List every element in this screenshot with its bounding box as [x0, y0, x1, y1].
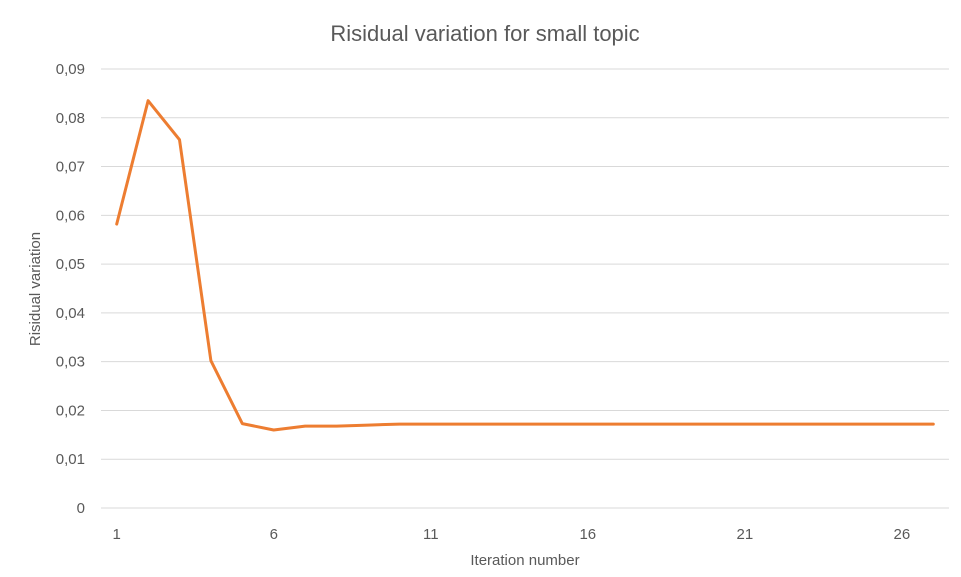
- y-tick-label: 0,05: [56, 256, 85, 273]
- y-tick-label: 0,04: [56, 305, 85, 322]
- y-tick-label: 0: [77, 500, 85, 517]
- x-tick-label: 21: [737, 526, 754, 543]
- x-axis-ticks: 1 6 11 16 21 26: [113, 526, 911, 543]
- x-tick-label: 1: [113, 526, 121, 543]
- x-tick-label: 16: [579, 526, 596, 543]
- y-tick-label: 0,08: [56, 110, 85, 127]
- y-tick-label: 0,06: [56, 207, 85, 224]
- x-tick-label: 26: [894, 526, 911, 543]
- x-axis-label: Iteration number: [470, 552, 579, 569]
- y-axis-label: Risidual variation: [27, 232, 44, 346]
- chart-title: Risidual variation for small topic: [330, 21, 639, 46]
- x-tick-label: 11: [423, 526, 439, 543]
- y-tick-label: 0,01: [56, 451, 85, 468]
- y-tick-label: 0,09: [56, 61, 85, 78]
- y-tick-label: 0,07: [56, 159, 85, 176]
- y-axis-ticks: 0 0,01 0,02 0,03 0,04 0,05 0,06 0,07 0,08 0,09: [56, 61, 85, 517]
- y-tick-label: 0,02: [56, 402, 85, 419]
- y-tick-label: 0,03: [56, 354, 85, 371]
- series-line: [115, 99, 935, 432]
- series-layer: [115, 99, 935, 432]
- gridlines: [101, 68, 949, 509]
- x-tick-label: 6: [270, 526, 278, 543]
